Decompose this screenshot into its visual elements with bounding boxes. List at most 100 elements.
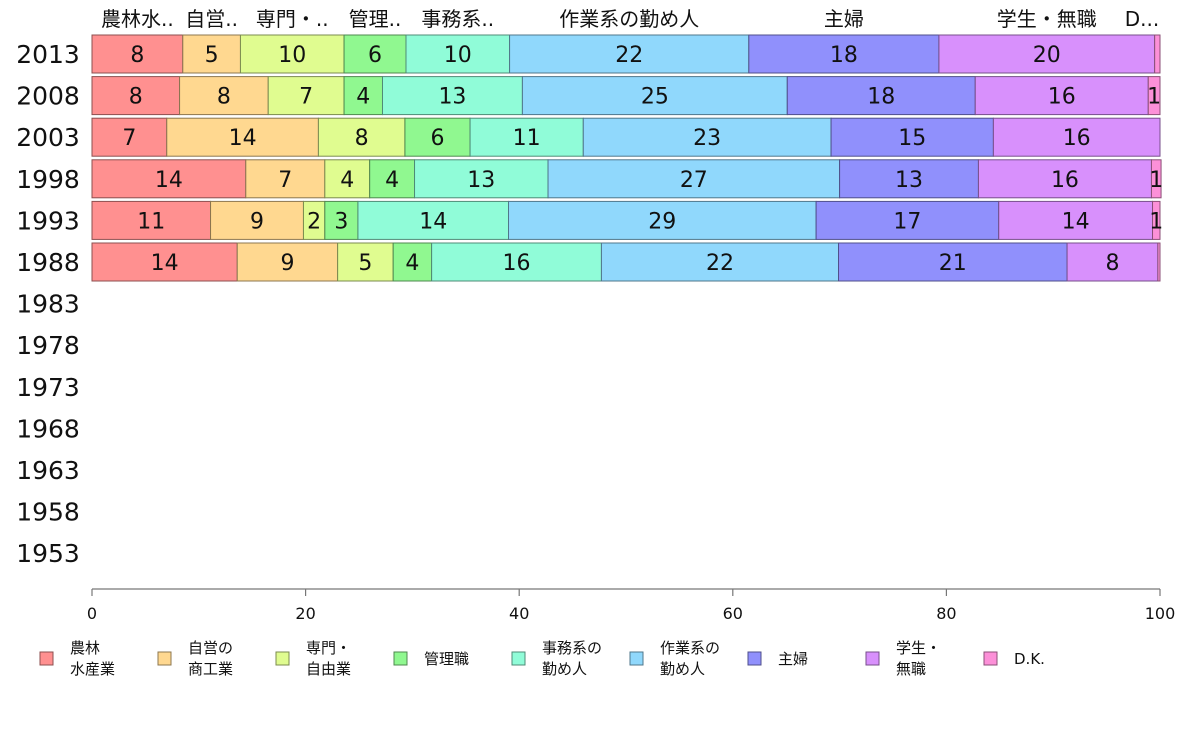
data-label-1988-6: 22 (706, 251, 734, 276)
legend-swatch-9 (983, 651, 998, 666)
data-label-2013-7: 18 (830, 43, 858, 68)
legend-label-4: 管理職 (424, 650, 469, 668)
bar-segment-1988-3 (337, 242, 394, 282)
year-label-1998: 1998 (16, 165, 80, 194)
data-label-1998-2: 7 (278, 168, 292, 193)
bar-segment-1998-5 (414, 159, 549, 199)
data-label-2013-6: 22 (615, 43, 643, 68)
year-labels: 2013 2008 2003 1998 1993 1988 1983 1978 1973 1968… (16, 40, 80, 568)
year-label-1973: 1973 (16, 373, 80, 402)
bar-segment-2013-7 (748, 34, 940, 74)
bar-segment-2013-9 (1154, 34, 1161, 74)
bar-segment-2013-5 (405, 34, 511, 74)
data-label-2003-7: 15 (898, 126, 926, 151)
legend-swatch-4 (393, 651, 408, 666)
legend-swatch-8 (865, 651, 880, 666)
data-label-1998-5: 13 (467, 168, 495, 193)
data-label-2003-8: 16 (1063, 126, 1091, 151)
bar-segment-2003-2 (166, 117, 319, 157)
data-label-1998-3: 4 (340, 168, 354, 193)
top-label-2: 自営.. (185, 7, 238, 31)
data-label-2013-8: 20 (1033, 43, 1061, 68)
year-label-1968: 1968 (16, 414, 80, 443)
data-label-1988-1: 14 (151, 251, 179, 276)
data-label-1988-7: 21 (939, 251, 967, 276)
data-label-1993-7: 17 (893, 209, 921, 234)
legend-label-8: 学生・ (896, 639, 941, 657)
bar-segment-2003-3 (317, 117, 406, 157)
bar-segment-2008-5 (381, 76, 523, 116)
data-label-2013-2: 5 (205, 43, 219, 68)
data-label-2008-5: 13 (438, 85, 466, 110)
legend-label-6: 勤め人 (660, 660, 705, 678)
data-label-1988-3: 5 (358, 251, 372, 276)
year-label-1963: 1963 (16, 456, 80, 485)
data-label-1993-1: 11 (137, 209, 165, 234)
data-label-2008-2: 8 (217, 85, 231, 110)
bar-segment-1988-8 (1066, 242, 1159, 282)
data-label-1988-2: 9 (280, 251, 294, 276)
bar-segment-2008-1 (91, 76, 181, 116)
bar-segment-1993-4 (324, 200, 359, 240)
bar-segment-1993-6 (508, 200, 817, 240)
bar-segment-2008-9 (1147, 76, 1161, 116)
data-label-2003-1: 7 (122, 126, 136, 151)
year-label-1953: 1953 (16, 539, 80, 568)
bar-segment-1993-7 (815, 200, 1000, 240)
data-label-2008-4: 4 (356, 85, 370, 110)
year-label-1983: 1983 (16, 290, 80, 319)
bar-segment-1998-7 (839, 159, 979, 199)
data-label-1993-3: 2 (307, 209, 321, 234)
legend-swatch-1 (39, 651, 54, 666)
legend-label-3: 専門・ (306, 639, 351, 657)
top-labels: 農林水.. 自営.. 専門・.. 管理.. 事務系.. 作業系の勤め人 主婦 学生・無職 D..… (101, 7, 1159, 31)
legend-swatch-5 (511, 651, 526, 666)
data-label-1993-6: 29 (648, 209, 676, 234)
year-label-2003: 2003 (16, 123, 80, 152)
bar-segment-2008-8 (974, 76, 1149, 116)
bar-segment-1988-9 (1157, 242, 1161, 282)
bar-segment-2013-1 (91, 34, 184, 74)
legend-label-9: D.K. (1014, 650, 1045, 668)
data-label-2013-4: 6 (368, 43, 382, 68)
top-label-1: 農林水.. (101, 7, 174, 31)
data-label-2003-5: 11 (513, 126, 541, 151)
legend-label-6: 作業系の (660, 639, 720, 657)
data-label-1988-8: 8 (1105, 251, 1119, 276)
data-label-2008-9: 1 (1147, 85, 1161, 110)
bar-segment-2003-6 (582, 117, 832, 157)
data-label-1988-4: 4 (405, 251, 419, 276)
x-tick-label-80: 80 (936, 604, 956, 623)
top-label-4: 管理.. (349, 7, 402, 31)
legend-label-1: 農林 (70, 639, 100, 657)
year-label-1993: 1993 (16, 206, 80, 235)
data-label-2003-6: 23 (693, 126, 721, 151)
data-label-2008-7: 18 (867, 85, 895, 110)
legend-label-5: 事務系の (542, 639, 602, 657)
bar-segment-1988-1 (91, 242, 238, 282)
data-label-1998-9: 1 (1149, 168, 1163, 193)
data-label-2008-8: 16 (1048, 85, 1076, 110)
data-label-1998-4: 4 (385, 168, 399, 193)
legend-swatch-7 (747, 651, 762, 666)
bar-segment-2013-3 (239, 34, 345, 74)
data-label-2008-6: 25 (641, 85, 669, 110)
legend-label-7: 主婦 (778, 650, 808, 668)
bar-segment-1998-6 (547, 159, 841, 199)
bar-segment-1998-8 (977, 159, 1152, 199)
x-tick-label-20: 20 (295, 604, 315, 623)
data-label-2013-5: 10 (444, 43, 472, 68)
x-tick-label-0: 0 (87, 604, 97, 623)
data-label-1993-2: 9 (250, 209, 264, 234)
data-label-1993-8: 14 (1062, 209, 1090, 234)
top-label-3: 専門・.. (256, 7, 329, 31)
data-label-1993-4: 3 (334, 209, 348, 234)
x-tick-label-40: 40 (509, 604, 529, 623)
legend-label-2: 自営の (188, 639, 233, 657)
bar-segment-2013-8 (938, 34, 1156, 74)
bar-segment-2003-8 (992, 117, 1161, 157)
data-label-1988-5: 16 (503, 251, 531, 276)
bar-segment-1988-7 (838, 242, 1068, 282)
year-label-1958: 1958 (16, 498, 80, 527)
bar-segment-2013-6 (509, 34, 750, 74)
